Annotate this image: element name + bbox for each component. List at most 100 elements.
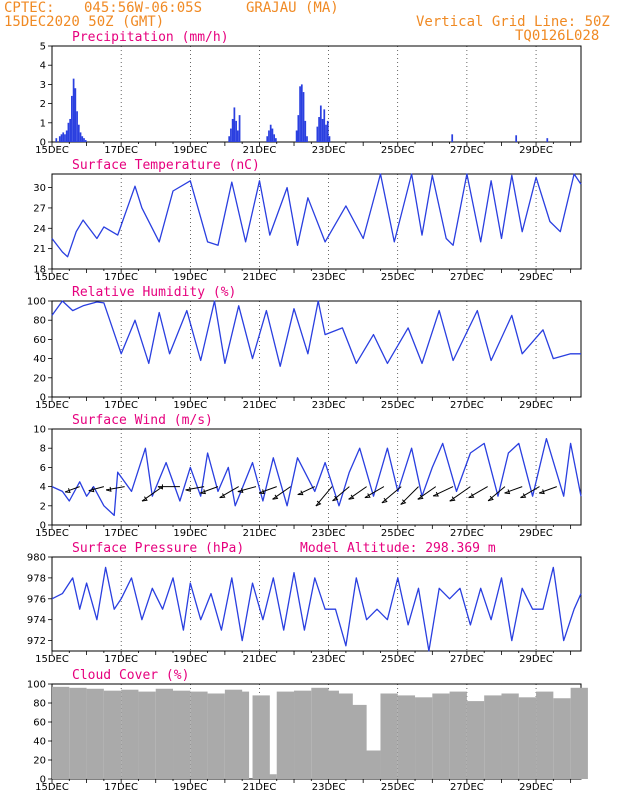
- precip-bar: [65, 130, 68, 142]
- x-tick-label: 21DEC: [243, 654, 277, 665]
- x-tick-label: 27DEC: [450, 528, 484, 539]
- wind-arrow: [272, 486, 291, 500]
- y-tick-label: 2: [40, 99, 46, 110]
- panel-title: Surface Temperature (nC): [72, 158, 260, 173]
- precip-bar: [299, 86, 301, 142]
- y-tick-label: 974: [27, 615, 46, 626]
- wind-arrow-head: [141, 496, 148, 502]
- precip-bar: [77, 124, 80, 142]
- y-tick-label: 6: [40, 463, 46, 474]
- series-line: [51, 300, 581, 367]
- precip-bar: [230, 128, 232, 142]
- precip-bar: [273, 134, 276, 142]
- x-tick-label: 27DEC: [450, 145, 484, 156]
- cloud-bar: [121, 689, 139, 779]
- x-tick-label: 17DEC: [104, 145, 138, 156]
- header-date: 15DEC2020 50Z (GMT): [4, 14, 165, 30]
- panel-3: 0 20 40 60 80 100 15DEC 17DEC 19DEC 21DEC 23DEC 25D…: [27, 285, 582, 411]
- y-tick-label: 27: [33, 203, 46, 214]
- x-tick-label: 25DEC: [381, 145, 415, 156]
- precip-bar: [235, 120, 237, 142]
- header-code: TQ0126L028: [515, 28, 600, 44]
- header-station: GRAJAU (MA): [246, 0, 339, 16]
- panel-4: 0 2 4 6 8 10 15DEC 17DEC 19DEC 21DEC 23DEC 25DEC 27D…: [33, 413, 582, 539]
- wind-arrow-head: [219, 493, 226, 499]
- precip-bar: [304, 120, 307, 142]
- x-tick-label: 25DEC: [381, 272, 415, 283]
- wind-arrow-head: [259, 489, 265, 495]
- x-tick-label: 23DEC: [312, 654, 346, 665]
- wind-arrow-head: [364, 493, 371, 499]
- y-tick-label: 4: [40, 482, 46, 493]
- x-tick-label: 17DEC: [104, 528, 138, 539]
- x-tick-label: 29DEC: [519, 145, 553, 156]
- panel-title: Surface Wind (m/s): [72, 413, 213, 428]
- wind-arrow-head: [332, 495, 339, 502]
- wind-arrow: [432, 486, 454, 497]
- x-tick-label: 25DEC: [381, 782, 415, 793]
- x-tick-label: 23DEC: [312, 272, 346, 283]
- precip-bar: [266, 136, 269, 142]
- precip-bar: [72, 78, 75, 142]
- cloud-bar: [207, 693, 225, 779]
- y-tick-label: 80: [33, 316, 46, 327]
- x-tick-label: 17DEC: [104, 400, 138, 411]
- wind-arrow: [106, 486, 125, 491]
- wind-arrow-head: [381, 497, 388, 504]
- precip-bar: [321, 118, 324, 142]
- wind-arrow: [185, 486, 205, 491]
- precip-bar: [55, 138, 58, 142]
- y-tick-label: 100: [27, 297, 46, 308]
- y-tick-label: 40: [33, 737, 46, 748]
- precip-bar: [297, 115, 300, 142]
- x-tick-label: 17DEC: [104, 654, 138, 665]
- wind-arrow-head: [64, 488, 71, 494]
- cloud-bar: [335, 693, 353, 779]
- cloud-bar: [570, 687, 588, 779]
- cloud-bar: [155, 688, 174, 779]
- y-tick-label: 80: [33, 699, 46, 710]
- y-tick-label: 100: [27, 680, 46, 691]
- precip-bar: [546, 138, 549, 142]
- wind-arrow-head: [315, 500, 322, 507]
- y-tick-label: 1: [40, 118, 46, 129]
- wind-arrow: [237, 486, 257, 492]
- precip-bar: [76, 111, 78, 142]
- precip-bar: [74, 88, 77, 142]
- x-tick-label: 27DEC: [450, 654, 484, 665]
- precip-bar: [323, 109, 326, 142]
- panel-title: Cloud Cover (%): [72, 668, 189, 683]
- x-tick-label: 15DEC: [35, 782, 69, 793]
- panel-title: Relative Humidity (%): [72, 285, 236, 300]
- precip-bar: [228, 136, 231, 142]
- wind-arrow-head: [400, 499, 407, 505]
- wind-arrow-head: [157, 484, 163, 490]
- x-tick-label: 15DEC: [35, 528, 69, 539]
- cloud-bar: [173, 690, 191, 779]
- wind-arrow-head: [185, 486, 192, 492]
- wind-arrow-head: [468, 493, 475, 499]
- y-tick-label: 0: [40, 393, 46, 404]
- x-tick-label: 23DEC: [312, 145, 346, 156]
- wind-arrow: [468, 486, 488, 499]
- wind-arrow-head: [297, 490, 304, 496]
- wind-arrow: [258, 486, 277, 494]
- wind-arrow-head: [449, 496, 456, 502]
- precip-bar: [233, 107, 236, 142]
- cloud-bar: [466, 701, 485, 779]
- x-tick-label: 21DEC: [243, 782, 277, 793]
- precip-bar: [271, 128, 274, 142]
- wind-arrow: [504, 486, 523, 494]
- plot-frame: [51, 428, 582, 526]
- cloud-bar: [553, 698, 571, 779]
- series-line: [51, 173, 582, 258]
- wind-arrow-head: [520, 493, 527, 499]
- wind-arrow-head: [348, 494, 355, 500]
- y-tick-label: 18: [33, 265, 46, 276]
- y-tick-label: 8: [40, 444, 46, 455]
- cloud-bar: [190, 691, 208, 779]
- series-line: [51, 437, 582, 517]
- x-tick-label: 19DEC: [173, 782, 207, 793]
- wind-arrow: [297, 486, 315, 495]
- wind-arrow: [141, 486, 163, 502]
